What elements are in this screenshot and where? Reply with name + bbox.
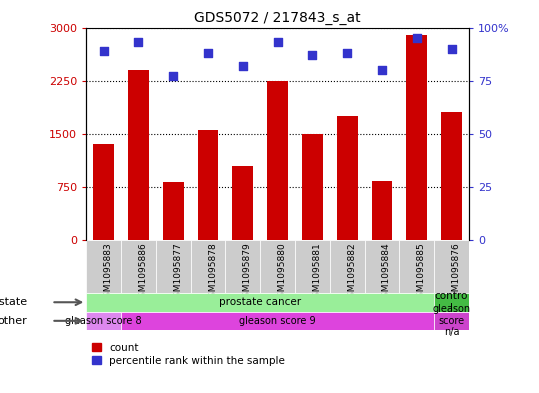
Text: gleason
score
n/a: gleason score n/a bbox=[432, 304, 471, 338]
Bar bbox=[434, 312, 469, 330]
Point bbox=[99, 48, 108, 54]
Text: GSM1095880: GSM1095880 bbox=[278, 242, 287, 303]
Title: GDS5072 / 217843_s_at: GDS5072 / 217843_s_at bbox=[194, 11, 361, 25]
Bar bbox=[267, 81, 288, 240]
Point bbox=[238, 62, 247, 69]
Point bbox=[412, 35, 421, 41]
Text: GSM1095876: GSM1095876 bbox=[452, 242, 460, 303]
Text: GSM1095878: GSM1095878 bbox=[208, 242, 217, 303]
Text: GSM1095883: GSM1095883 bbox=[103, 242, 113, 303]
Bar bbox=[406, 35, 427, 240]
Text: GSM1095885: GSM1095885 bbox=[417, 242, 426, 303]
Bar bbox=[399, 240, 434, 293]
Bar bbox=[364, 240, 399, 293]
Text: GSM1095879: GSM1095879 bbox=[243, 242, 252, 303]
Point bbox=[204, 50, 212, 56]
Bar bbox=[93, 144, 114, 240]
Bar bbox=[128, 70, 149, 240]
Text: contro
l: contro l bbox=[435, 292, 468, 313]
Bar bbox=[434, 293, 469, 312]
Text: GSM1095881: GSM1095881 bbox=[313, 242, 321, 303]
Bar bbox=[441, 112, 462, 240]
Point bbox=[378, 67, 386, 73]
Bar bbox=[156, 240, 191, 293]
Bar bbox=[260, 240, 295, 293]
Bar bbox=[86, 312, 121, 330]
Bar bbox=[337, 116, 357, 240]
Bar bbox=[86, 240, 121, 293]
Text: GSM1095877: GSM1095877 bbox=[173, 242, 182, 303]
Text: gleason score 9: gleason score 9 bbox=[239, 316, 316, 326]
Bar bbox=[371, 181, 392, 240]
Bar bbox=[121, 312, 434, 330]
Point bbox=[273, 39, 282, 46]
Bar bbox=[295, 240, 330, 293]
Text: disease state: disease state bbox=[0, 297, 27, 307]
Bar bbox=[434, 240, 469, 293]
Point bbox=[169, 73, 177, 79]
Bar bbox=[198, 130, 218, 240]
Point bbox=[134, 39, 143, 46]
Bar bbox=[163, 182, 184, 240]
Point bbox=[447, 46, 456, 52]
Point bbox=[308, 52, 317, 58]
Bar bbox=[191, 240, 225, 293]
Bar bbox=[232, 165, 253, 240]
Text: GSM1095884: GSM1095884 bbox=[382, 242, 391, 303]
Bar bbox=[121, 240, 156, 293]
Point bbox=[343, 50, 351, 56]
Text: gleason score 8: gleason score 8 bbox=[65, 316, 142, 326]
Text: GSM1095886: GSM1095886 bbox=[139, 242, 148, 303]
Text: GSM1095882: GSM1095882 bbox=[347, 242, 356, 303]
Bar bbox=[330, 240, 364, 293]
Text: other: other bbox=[0, 316, 27, 326]
Bar bbox=[225, 240, 260, 293]
Bar bbox=[302, 134, 323, 240]
Legend: count, percentile rank within the sample: count, percentile rank within the sample bbox=[92, 342, 286, 367]
Text: prostate cancer: prostate cancer bbox=[219, 297, 301, 307]
